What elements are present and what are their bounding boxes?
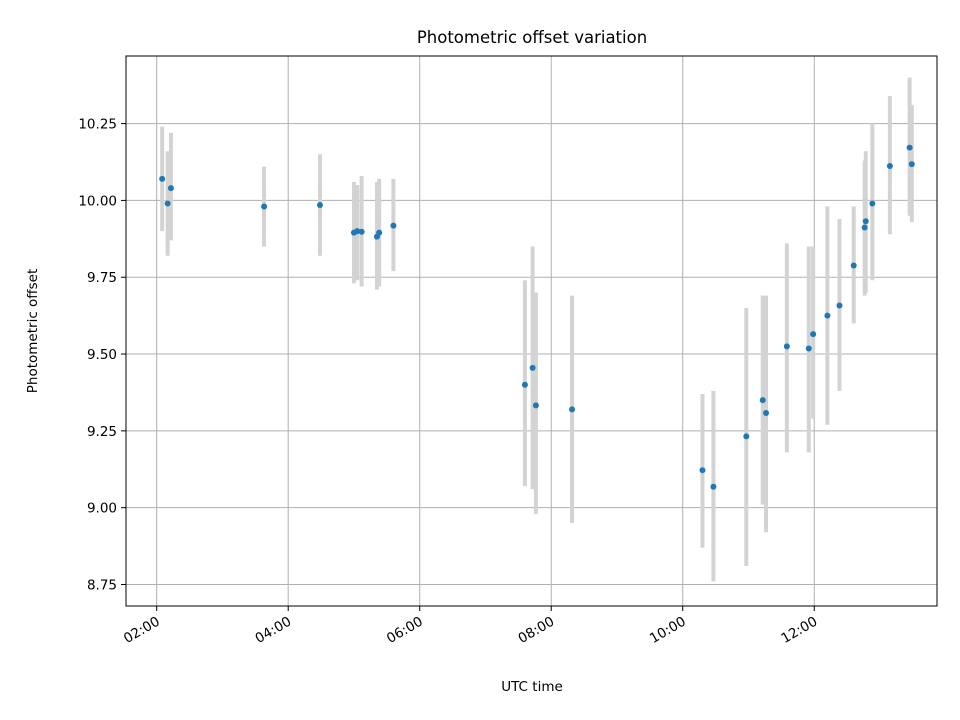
errorbar-layer <box>160 77 914 582</box>
data-point <box>908 161 915 168</box>
data-point <box>710 483 717 490</box>
y-tick-label: 9.25 <box>87 424 117 440</box>
y-axis-label: Photometric offset <box>25 269 41 393</box>
y-tick-label: 10.00 <box>78 193 117 209</box>
plot-frame <box>125 55 938 607</box>
chart-title: Photometric offset variation <box>417 28 647 47</box>
y-tick-label: 9.50 <box>87 347 117 363</box>
data-point <box>354 228 361 235</box>
x-tick-label: 06:00 <box>384 614 426 647</box>
data-point <box>390 222 397 229</box>
data-point <box>159 175 166 182</box>
data-point <box>376 229 383 236</box>
x-tick-label: 12:00 <box>779 614 821 647</box>
data-point <box>532 402 539 409</box>
x-tick-label: 02:00 <box>121 614 163 647</box>
data-point <box>906 144 913 151</box>
x-tick-label: 04:00 <box>253 614 295 647</box>
y-tick-label: 10.25 <box>78 117 117 133</box>
data-point <box>862 218 869 225</box>
data-point <box>521 381 528 388</box>
x-axis-label: UTC time <box>501 679 563 695</box>
y-tick-label: 9.75 <box>87 270 117 286</box>
data-point <box>316 202 323 209</box>
x-tick-label: 08:00 <box>516 614 558 647</box>
data-point <box>699 467 706 474</box>
data-point <box>850 262 857 269</box>
data-point <box>743 433 750 440</box>
data-point <box>836 302 843 309</box>
data-point <box>810 331 817 338</box>
data-point <box>358 228 365 235</box>
data-point <box>529 364 536 371</box>
x-tick-label: 10:00 <box>647 614 689 647</box>
tick-layer: 02:00 04:00 06:00 08:00 10:00 12:00 8.75 9.00 9.… <box>78 117 820 647</box>
point-layer <box>159 144 915 490</box>
data-point <box>167 185 174 192</box>
data-point <box>164 200 171 207</box>
data-point <box>763 410 770 417</box>
y-tick-label: 9.00 <box>87 501 117 517</box>
data-point <box>861 224 868 231</box>
data-point <box>783 343 790 350</box>
data-point <box>569 406 576 413</box>
data-point <box>886 163 893 169</box>
data-point <box>261 203 268 210</box>
y-tick-label: 8.75 <box>87 577 117 593</box>
data-point <box>805 345 812 352</box>
data-point <box>759 397 766 404</box>
data-point <box>869 200 876 207</box>
data-point <box>824 312 831 319</box>
